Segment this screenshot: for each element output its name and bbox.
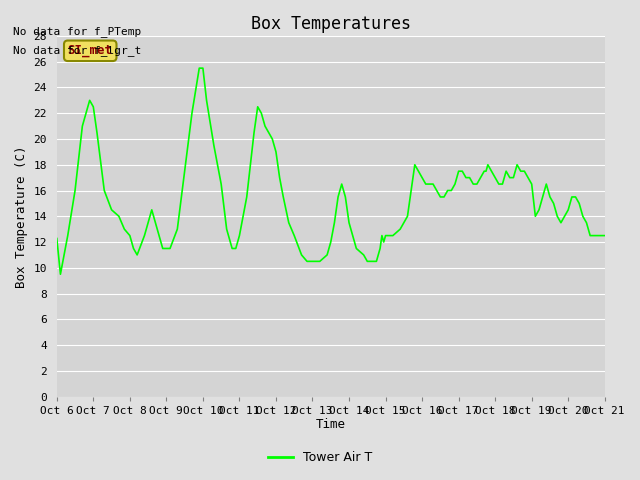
Text: SI_met: SI_met xyxy=(68,44,113,57)
X-axis label: Time: Time xyxy=(316,419,346,432)
Y-axis label: Box Temperature (C): Box Temperature (C) xyxy=(15,145,28,288)
Title: Box Temperatures: Box Temperatures xyxy=(251,15,411,33)
Text: No data for f_PTemp: No data for f_PTemp xyxy=(13,25,141,36)
Text: No data for f_lgr_t: No data for f_lgr_t xyxy=(13,45,141,56)
Legend: Tower Air T: Tower Air T xyxy=(263,446,377,469)
